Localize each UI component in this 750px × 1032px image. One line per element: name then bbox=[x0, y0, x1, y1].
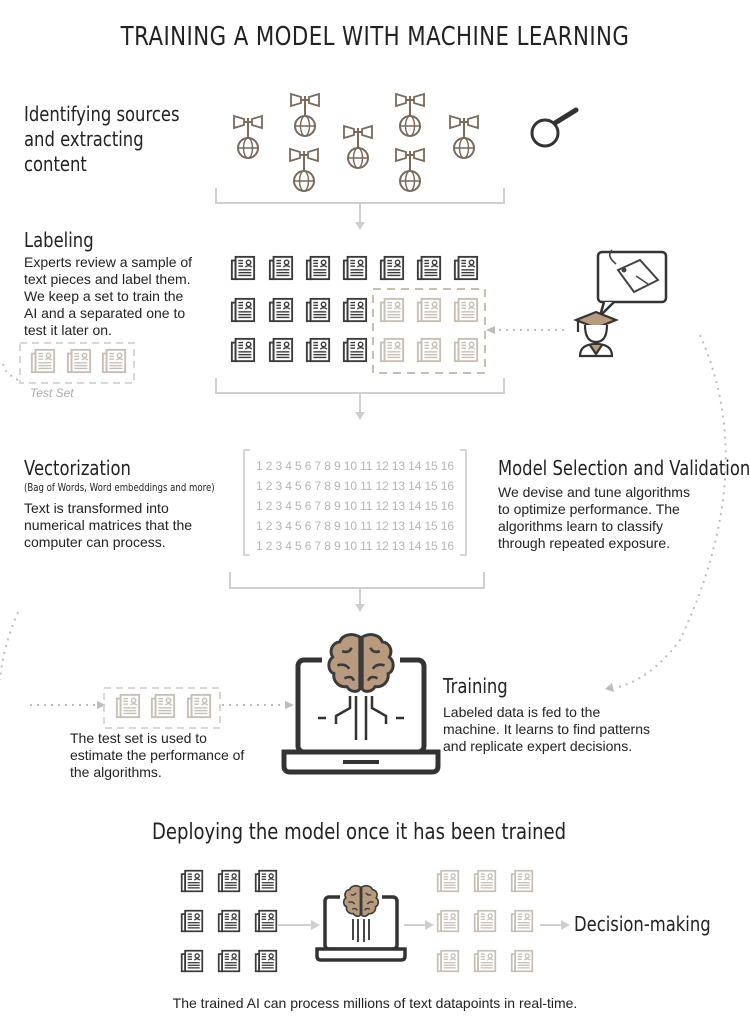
expert-person-icon bbox=[573, 310, 619, 358]
matrix-row: 1 2 3 4 5 6 7 8 9 10 11 12 13 14 15 16 bbox=[256, 479, 454, 493]
loudspeaker-globe-icon bbox=[290, 93, 320, 137]
labeling-documents bbox=[230, 255, 479, 363]
news-document-icon bbox=[230, 337, 256, 363]
deploy-caption: The trained AI can process millions of t… bbox=[172, 995, 578, 1011]
matrix-row: 1 2 3 4 5 6 7 8 9 10 11 12 13 14 15 16 bbox=[256, 539, 454, 553]
news-document-icon bbox=[342, 255, 368, 281]
news-document-icon bbox=[473, 949, 497, 973]
news-document-icon bbox=[436, 909, 460, 933]
news-document-icon bbox=[180, 869, 204, 893]
page-title: TRAINING A MODEL WITH MACHINE LEARNING bbox=[120, 22, 630, 52]
test-doc-icon bbox=[186, 693, 212, 719]
news-document-icon bbox=[217, 869, 241, 893]
matrix-brackets bbox=[243, 449, 467, 556]
test-doc-icon bbox=[30, 348, 56, 374]
vectorization-heading: Vectorization bbox=[24, 456, 131, 480]
loudspeaker-globe-icon bbox=[343, 125, 373, 169]
news-document-icon bbox=[416, 255, 442, 281]
loudspeaker-globe-icon bbox=[449, 115, 479, 159]
labeling-heading: Labeling bbox=[24, 228, 94, 252]
loudspeaker-globe-icon bbox=[289, 148, 319, 192]
test-doc-icon bbox=[150, 693, 176, 719]
news-document-icon bbox=[268, 337, 294, 363]
test-set-outline bbox=[19, 342, 135, 384]
training-text: Labeled data is fed to the machine. It l… bbox=[443, 704, 650, 754]
news-document-icon bbox=[510, 909, 534, 933]
arrowhead bbox=[285, 701, 294, 709]
news-document-icon bbox=[217, 949, 241, 973]
matrix-row: 1 2 3 4 5 6 7 8 9 10 11 12 13 14 15 16 bbox=[256, 519, 454, 533]
arrowhead bbox=[97, 701, 106, 709]
news-document-icon bbox=[254, 869, 278, 893]
laptop-brain-icon bbox=[281, 628, 441, 775]
arrowhead bbox=[605, 683, 614, 692]
news-document-icon bbox=[254, 909, 278, 933]
news-document-icon bbox=[217, 909, 241, 933]
news-document-icon bbox=[305, 337, 331, 363]
test-eval-text: The test set is used to estimate the per… bbox=[70, 730, 245, 780]
deploy-heading: Deploying the model once it has been tra… bbox=[152, 820, 567, 845]
arrowhead bbox=[486, 326, 495, 334]
news-document-icon bbox=[510, 869, 534, 893]
training-heading: Training bbox=[443, 674, 508, 698]
matrix-row: 1 2 3 4 5 6 7 8 9 10 11 12 13 14 15 16 bbox=[256, 459, 454, 473]
connector-3 bbox=[229, 572, 485, 612]
test-doc-icon bbox=[66, 348, 92, 374]
vectorization-subheading: (Bag of Words, Word embeddings and more) bbox=[24, 481, 215, 494]
deploy-output-documents bbox=[436, 869, 534, 973]
loudspeaker-globe-icon bbox=[233, 115, 263, 159]
loudspeaker-globe-icon bbox=[395, 148, 425, 192]
test-set-box bbox=[372, 288, 486, 374]
news-document-icon bbox=[453, 255, 479, 281]
matrix-row: 1 2 3 4 5 6 7 8 9 10 11 12 13 14 15 16 bbox=[256, 499, 454, 513]
news-document-icon bbox=[305, 255, 331, 281]
news-document-icon bbox=[268, 255, 294, 281]
expert-tag-icon bbox=[596, 249, 668, 321]
labeling-text: Experts review a sample of text pieces a… bbox=[24, 254, 193, 338]
news-document-icon bbox=[436, 869, 460, 893]
news-document-icon bbox=[510, 949, 534, 973]
news-document-icon bbox=[453, 337, 479, 363]
source-icons bbox=[233, 93, 479, 192]
arrowhead bbox=[561, 920, 570, 930]
arrowhead bbox=[425, 920, 434, 930]
news-document-icon bbox=[473, 869, 497, 893]
news-document-icon bbox=[180, 909, 204, 933]
test-eval-outline bbox=[103, 687, 221, 729]
model-selection-heading: Model Selection and Validation bbox=[498, 456, 750, 480]
connector-2 bbox=[215, 378, 505, 420]
news-document-icon bbox=[180, 949, 204, 973]
news-document-icon bbox=[416, 297, 442, 323]
test-doc-icon bbox=[101, 348, 127, 374]
news-document-icon bbox=[230, 255, 256, 281]
decision-making-label: Decision-making bbox=[574, 912, 711, 936]
test-set-label: Test Set bbox=[30, 386, 74, 400]
news-document-icon bbox=[379, 297, 405, 323]
magnifier-icon bbox=[530, 107, 579, 148]
news-document-icon bbox=[230, 297, 256, 323]
sources-heading: Identifying sources and extracting conte… bbox=[24, 102, 180, 176]
loudspeaker-globe-icon bbox=[395, 93, 425, 137]
news-document-icon bbox=[268, 297, 294, 323]
news-document-icon bbox=[473, 909, 497, 933]
test-doc-icon bbox=[115, 693, 141, 719]
news-document-icon bbox=[453, 297, 479, 323]
model-selection-text: We devise and tune algorithms to optimiz… bbox=[498, 484, 690, 551]
connector-1 bbox=[215, 188, 505, 230]
arrowhead bbox=[311, 920, 320, 930]
dotted-connectors bbox=[0, 329, 727, 706]
news-document-icon bbox=[379, 337, 405, 363]
news-document-icon bbox=[379, 255, 405, 281]
news-document-icon bbox=[416, 337, 442, 363]
news-document-icon bbox=[305, 297, 331, 323]
news-document-icon bbox=[342, 297, 368, 323]
news-document-icon bbox=[342, 337, 368, 363]
news-document-icon bbox=[254, 949, 278, 973]
news-document-icon bbox=[436, 949, 460, 973]
number-matrix: 1 2 3 4 5 6 7 8 9 10 11 12 13 14 15 16 1 … bbox=[256, 459, 454, 553]
small-laptop-icon bbox=[315, 882, 407, 962]
vectorization-text: Text is transformed into numerical matri… bbox=[24, 500, 193, 550]
deploy-input-documents bbox=[180, 869, 278, 973]
